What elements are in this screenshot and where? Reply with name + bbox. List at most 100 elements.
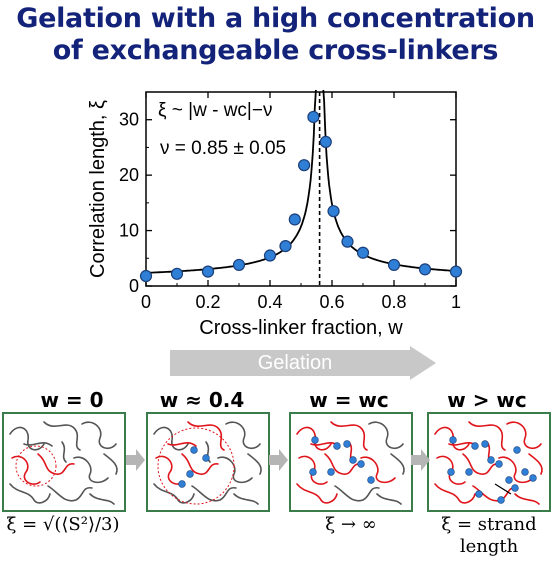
data-point — [263, 249, 277, 262]
crosslink-dot — [343, 440, 351, 448]
crosslink-dot — [367, 476, 375, 484]
crosslink-dot — [349, 456, 357, 464]
data-point — [201, 265, 215, 278]
red-chain — [468, 421, 506, 451]
data-point — [279, 239, 292, 253]
crosslink-dot — [190, 446, 198, 454]
panel-4-caption: ξ = strand length — [441, 514, 537, 557]
red-chain — [181, 453, 219, 475]
red-chain — [11, 455, 41, 485]
gelation-arrow: Gelation — [170, 346, 438, 380]
gray-chain — [61, 441, 67, 463]
panel-2-network — [146, 412, 270, 512]
x-tick-label: 0 — [141, 292, 151, 312]
y-tick-label: 30 — [119, 110, 139, 130]
data-point — [356, 246, 370, 259]
gray-chain — [103, 453, 118, 475]
crosslink-dot — [505, 476, 513, 484]
red-chain — [330, 421, 368, 451]
crosslink-dot — [521, 468, 529, 476]
panel-3-title: w = wc — [309, 388, 389, 412]
data-point — [139, 269, 153, 283]
gelation-label: Gelation — [257, 352, 333, 374]
gray-chain — [368, 421, 404, 450]
y-axis-label: Correlation length, ξ — [87, 100, 109, 278]
crosslink-dot — [465, 468, 473, 476]
gray-chain — [191, 485, 237, 502]
gray-chain — [153, 483, 195, 504]
gray-chain — [9, 426, 45, 451]
crosslink-dot — [497, 496, 505, 504]
gray-chain — [205, 441, 211, 463]
crosslink-dot — [311, 436, 319, 444]
gray-chain — [9, 483, 51, 504]
gray-chain — [73, 456, 109, 484]
plot-frame — [145, 91, 457, 287]
crosslink-dot — [357, 460, 365, 468]
gray-chain — [233, 493, 259, 505]
y-tick-label: 20 — [119, 165, 139, 185]
crosslink-dot — [309, 468, 317, 476]
panel-3-caption: ξ → ∞ — [325, 514, 377, 535]
gray-chain — [217, 456, 253, 484]
panel-4-title: w > wc — [447, 388, 527, 412]
exponent-value: ν = 0.85 ± 0.05 — [160, 138, 286, 159]
crosslink-dot — [449, 436, 457, 444]
gray-chain — [225, 421, 261, 450]
crosslink-dot — [513, 446, 521, 454]
red-chain — [514, 493, 540, 505]
panel-2-title: w ≈ 0.4 — [159, 388, 245, 412]
gray-chain — [153, 426, 189, 451]
data-points — [139, 110, 463, 283]
red-chain — [37, 453, 75, 475]
gray-chain — [376, 493, 402, 505]
data-point — [307, 110, 320, 124]
data-point — [170, 267, 184, 280]
strand-length-marker — [494, 483, 512, 495]
red-chain — [498, 456, 534, 484]
step-arrow-icon — [411, 449, 430, 471]
gray-chain — [89, 493, 115, 505]
x-tick-label: 0.8 — [381, 292, 406, 312]
red-chain — [324, 453, 362, 475]
red-chain — [528, 453, 543, 475]
x-tick-label: 0.6 — [319, 292, 344, 312]
panel-1-title: w = 0 — [40, 388, 104, 412]
gray-chain — [23, 442, 53, 447]
crosslink-dot — [487, 456, 495, 464]
data-point — [327, 205, 340, 218]
red-chain — [506, 421, 542, 450]
red-chain — [167, 442, 197, 447]
crosslink-dot — [475, 490, 483, 498]
panel-1-network — [2, 412, 126, 512]
crosslink-dot — [202, 454, 210, 462]
x-tick-label: 0.4 — [257, 292, 282, 312]
panel-4-network — [427, 412, 551, 512]
gray-chain — [81, 421, 117, 450]
gyration-circle — [15, 445, 57, 487]
crosslink-dot — [186, 470, 194, 478]
crosslink-dot — [529, 474, 537, 482]
data-point — [288, 213, 301, 226]
gray-chain — [390, 453, 405, 475]
crosslink-dot — [495, 460, 503, 468]
data-point — [449, 265, 463, 278]
crosslink-dot — [481, 440, 489, 448]
gray-chain — [334, 485, 380, 502]
red-chain — [434, 483, 476, 504]
red-chain — [187, 421, 225, 451]
title-line-2: of exchangeable cross-linkers — [52, 35, 499, 66]
panel-1-caption: ξ = √(⟨S²⟩/3) — [6, 514, 120, 535]
gray-chain — [247, 453, 262, 475]
crosslink-dot — [511, 484, 519, 492]
x-tick-label: 0.2 — [195, 292, 220, 312]
crosslink-dot — [471, 442, 479, 450]
red-chain — [155, 455, 185, 485]
red-chain — [296, 483, 338, 504]
y-tick-label: 0 — [129, 276, 139, 296]
data-point — [319, 135, 332, 148]
step-arrow-icon — [269, 449, 288, 471]
y-tick-label: 10 — [119, 221, 139, 241]
crosslink-dot — [447, 468, 455, 476]
